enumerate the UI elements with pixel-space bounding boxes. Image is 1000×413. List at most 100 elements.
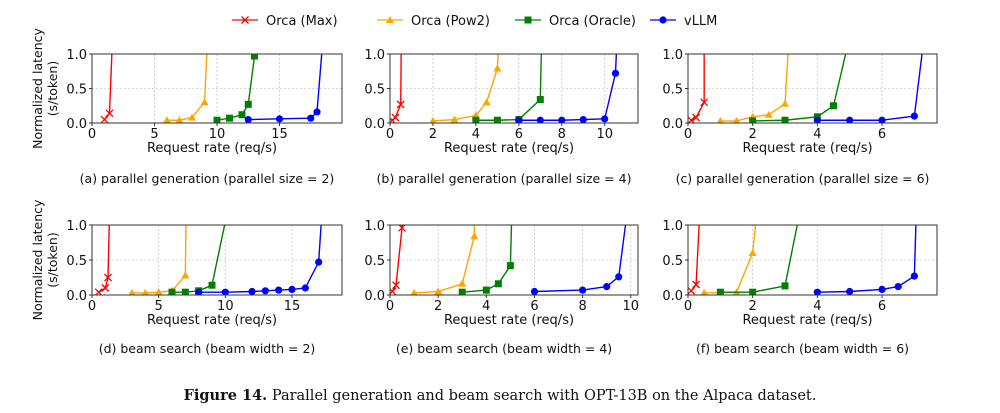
data-point xyxy=(764,110,773,118)
data-point xyxy=(700,98,709,107)
x-tick-label: 2 xyxy=(749,127,757,142)
series-vllm xyxy=(244,54,323,123)
y-axis-label-line: (s/token) xyxy=(45,61,60,116)
data-point xyxy=(716,288,724,295)
x-tick-label: 0 xyxy=(88,299,96,314)
data-point xyxy=(846,116,854,123)
series-line xyxy=(103,54,113,120)
series-line xyxy=(475,54,543,121)
series-line xyxy=(817,54,923,121)
x-tick-label: 4 xyxy=(482,299,490,314)
data-point xyxy=(530,287,539,295)
x-tick-label: 6 xyxy=(515,127,523,142)
data-point xyxy=(878,285,886,293)
data-point xyxy=(611,69,620,77)
series-line xyxy=(534,225,627,293)
series-vllm xyxy=(515,54,620,123)
data-point xyxy=(846,287,854,295)
data-point xyxy=(154,288,163,295)
subplot: 0 5 10 15 0.0 0.5 1.0 Request rate (req/s) Norma… xyxy=(30,199,343,356)
series-line xyxy=(432,54,499,122)
legend-marker xyxy=(241,16,249,24)
data-point xyxy=(493,116,501,123)
x-tick-label: 6 xyxy=(530,299,538,314)
data-point xyxy=(458,279,467,287)
x-tick-label: 4 xyxy=(813,299,821,314)
data-point xyxy=(181,271,190,279)
data-point xyxy=(429,116,437,123)
data-point xyxy=(482,286,490,294)
data-point xyxy=(315,258,323,266)
data-point xyxy=(716,116,724,123)
y-axis-label-line: Normalized latency xyxy=(30,199,45,320)
series-orca-oracle- xyxy=(716,225,798,295)
data-point xyxy=(105,109,114,118)
series-line xyxy=(518,54,618,121)
series-orca-max- xyxy=(688,225,701,295)
x-tick-label: 6 xyxy=(878,299,886,314)
legend-marker xyxy=(659,16,667,24)
y-tick-label: 1.0 xyxy=(66,219,87,234)
data-point xyxy=(181,288,189,295)
series-vllm xyxy=(813,225,918,295)
data-point xyxy=(878,116,886,123)
data-point xyxy=(601,115,609,123)
data-point xyxy=(450,115,459,123)
data-point xyxy=(226,114,233,122)
y-tick-label: 0.5 xyxy=(662,83,683,98)
series-orca-max- xyxy=(100,54,114,123)
x-tick-label: 4 xyxy=(813,127,821,142)
data-point xyxy=(700,288,708,295)
x-tick-label: 0 xyxy=(386,299,394,314)
data-point xyxy=(275,286,283,294)
legend-item: Orca (Oracle) xyxy=(515,14,636,29)
series-orca-pow2- xyxy=(700,225,757,295)
x-axis-label: Request rate (req/s) xyxy=(147,313,277,328)
data-point xyxy=(392,281,400,290)
legend-label: Orca (Pow2) xyxy=(411,14,490,29)
series-line xyxy=(720,225,798,293)
x-tick-label: 10 xyxy=(217,299,234,314)
y-tick-label: 0.5 xyxy=(364,254,385,269)
data-point xyxy=(579,115,587,123)
data-point xyxy=(175,116,184,123)
data-point xyxy=(275,115,284,123)
x-tick-label: 2 xyxy=(434,299,442,314)
x-axis-label: Request rate (req/s) xyxy=(742,141,872,156)
data-point xyxy=(692,280,701,289)
x-tick-label: 6 xyxy=(878,127,886,142)
x-axis-label: Request rate (req/s) xyxy=(742,313,872,328)
data-point xyxy=(470,232,479,240)
data-point xyxy=(248,287,256,295)
x-tick-label: 8 xyxy=(578,299,586,314)
subplot: 0 2 4 6 0.0 0.5 1.0 Request rate (req/s) (f) bea… xyxy=(662,219,938,356)
series-line xyxy=(817,225,917,293)
subplot: 0 2 4 6 8 10 0.0 0.5 1.0 Request rate (req/s) (e) … xyxy=(364,219,639,356)
data-point xyxy=(301,284,309,292)
data-point xyxy=(506,262,514,270)
data-point xyxy=(213,116,221,123)
figure-caption-text: Parallel generation and beam search with… xyxy=(267,388,816,404)
series-line xyxy=(98,225,110,293)
y-tick-label: 0.5 xyxy=(66,254,87,269)
series-orca-pow2- xyxy=(163,54,209,123)
data-point xyxy=(251,54,258,60)
data-point xyxy=(733,116,740,123)
data-point xyxy=(482,98,491,106)
series-line xyxy=(690,225,700,292)
subplot: 0 2 4 6 8 10 0.0 0.5 1.0 Request rate (req/s) (b) … xyxy=(364,48,639,186)
x-tick-label: 10 xyxy=(209,127,226,142)
x-tick-label: 15 xyxy=(284,299,301,314)
data-point xyxy=(396,100,405,109)
series-orca-pow2- xyxy=(429,54,502,123)
data-point xyxy=(410,288,418,295)
y-tick-label: 1.0 xyxy=(662,48,683,63)
y-tick-label: 1.0 xyxy=(66,48,87,63)
data-point xyxy=(104,273,112,282)
data-point xyxy=(603,283,611,291)
series-orca-max- xyxy=(390,225,406,295)
y-tick-label: 1.0 xyxy=(662,219,683,234)
data-point xyxy=(100,115,109,123)
data-point xyxy=(579,286,587,294)
